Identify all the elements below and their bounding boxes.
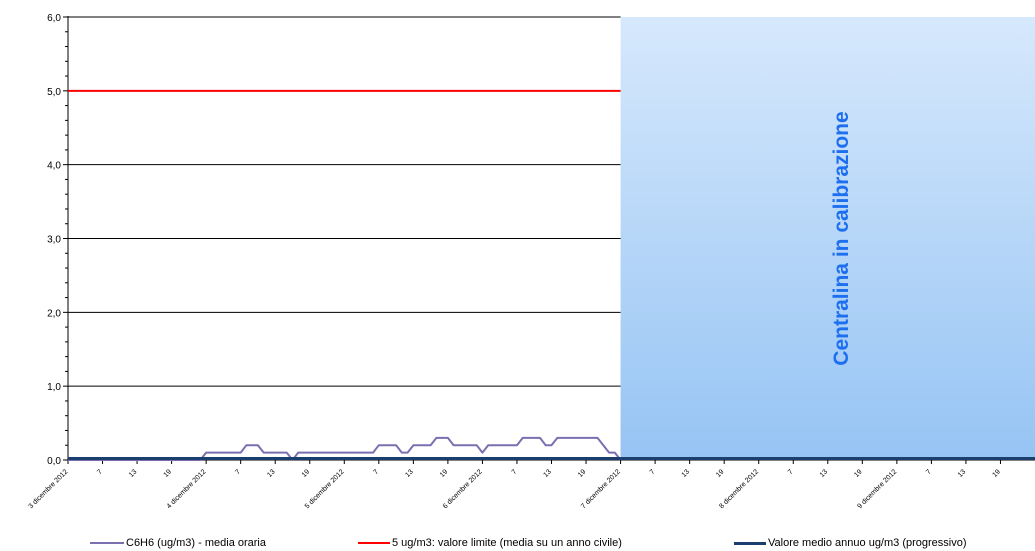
y-tick-label: 2,0 (47, 308, 61, 319)
x-tick-label: 3 dicembre 2012 (28, 468, 70, 510)
x-tick-label: 19 (991, 468, 1002, 479)
legend-label-limit: 5 ug/m3: valore limite (media su un anno… (392, 537, 622, 549)
x-tick-label: 19 (163, 468, 174, 479)
x-tick-label: 9 dicembre 2012 (856, 468, 898, 510)
x-tick-label: 7 (649, 468, 657, 476)
x-tick-label: 13 (266, 468, 277, 479)
x-tick-label: 5 dicembre 2012 (304, 468, 346, 510)
legend-label-annual-mean: Valore medio annuo ug/m3 (progressivo) (768, 537, 967, 549)
x-tick-label: 7 (234, 468, 242, 476)
y-tick-label: 6,0 (47, 13, 61, 24)
x-tick-label: 4 dicembre 2012 (166, 468, 208, 510)
legend-label-hourly: C6H6 (ug/m3) - media oraria (126, 537, 266, 549)
calibration-band (620, 17, 1035, 460)
x-tick-label: 7 dicembre 2012 (580, 468, 622, 510)
x-tick-label: 7 (511, 468, 519, 476)
x-tick-label: 7 (96, 468, 104, 476)
y-tick-label: 3,0 (47, 235, 61, 246)
x-tick-label: 13 (957, 468, 968, 479)
y-tick-label: 5,0 (47, 87, 61, 98)
x-tick-label: 19 (301, 468, 312, 479)
legend-item-annual-mean: Valore medio annuo ug/m3 (progressivo) (734, 536, 967, 550)
x-tick-label: 7 (787, 468, 795, 476)
legend-swatch-hourly (90, 542, 124, 544)
x-tick-label: 19 (853, 468, 864, 479)
x-tick-label: 6 dicembre 2012 (442, 468, 484, 510)
x-tick-label: 13 (681, 468, 692, 479)
x-tick-label: 8 dicembre 2012 (718, 468, 760, 510)
x-tick-label: 19 (577, 468, 588, 479)
x-tick-label: 13 (819, 468, 830, 479)
x-tick-label: 13 (128, 468, 139, 479)
x-tick-label: 19 (439, 468, 450, 479)
legend-item-limit: 5 ug/m3: valore limite (media su un anno… (358, 536, 622, 550)
legend-item-hourly: C6H6 (ug/m3) - media oraria (90, 536, 266, 550)
x-tick-label: 13 (542, 468, 553, 479)
legend-swatch-limit (358, 542, 390, 544)
x-tick-label: 19 (715, 468, 726, 479)
legend-swatch-annual-mean (734, 541, 766, 545)
x-tick-label: 13 (404, 468, 415, 479)
y-tick-label: 4,0 (47, 161, 61, 172)
x-tick-label: 7 (925, 468, 933, 476)
y-tick-label: 0,0 (47, 456, 61, 467)
series-line-hourly (68, 436, 622, 461)
calibration-label: Centralina in calibrazione (830, 111, 853, 365)
y-tick-label: 1,0 (47, 382, 61, 393)
x-tick-label: 7 (373, 468, 381, 476)
